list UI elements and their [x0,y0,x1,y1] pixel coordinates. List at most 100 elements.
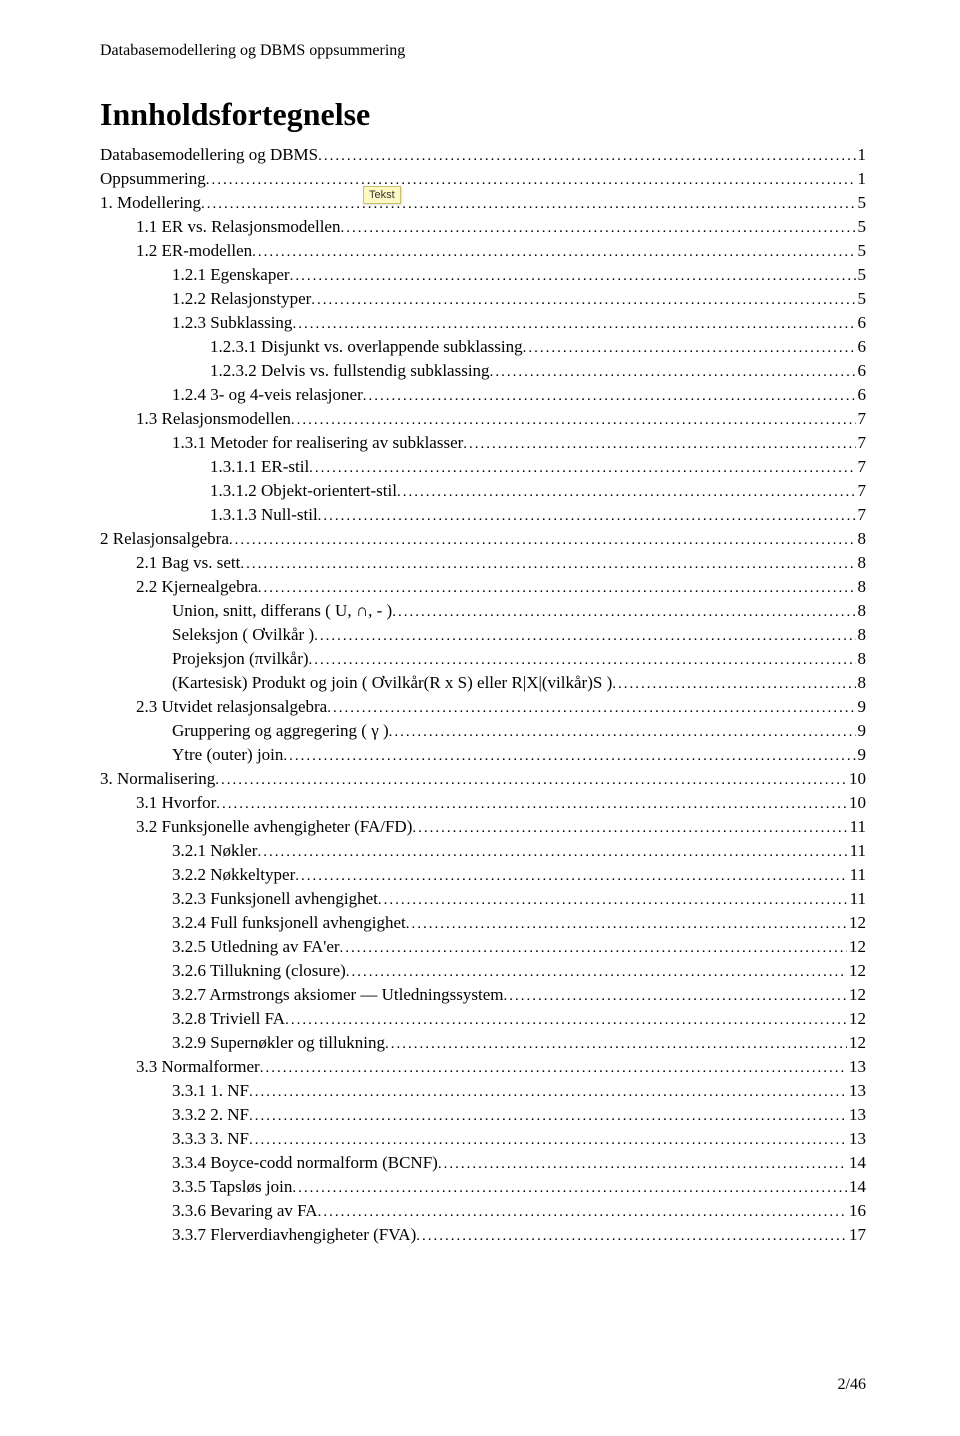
toc-leader-dots [385,1034,847,1055]
toc-entry-page: 7 [856,503,867,527]
toc-leader-dots [249,1130,847,1151]
toc-entry-page: 17 [847,1223,866,1247]
toc-leader-dots [252,242,855,263]
toc-entry-label: Oppsummering [100,167,206,191]
toc-entry[interactable]: 3.3.4 Boyce-codd normalform (BCNF) 14 [100,1151,866,1175]
toc-entry-label: 1. Modellering [100,191,201,215]
toc-entry[interactable]: 3. Normalisering10 [100,767,866,791]
toc-entry[interactable]: 3.2.4 Full funksjonell avhengighet12 [100,911,866,935]
toc-entry[interactable]: Projeksjon (πvilkår)8 [100,647,866,671]
toc-entry[interactable]: 2.3 Utvidet relasjonsalgebra9 [100,695,866,719]
toc-entry[interactable]: Union, snitt, differans ( U, ∩, - )8 [100,599,866,623]
toc-entry[interactable]: 1.2.3.1 Disjunkt vs. overlappende subkla… [100,335,866,359]
toc-leader-dots [260,1058,847,1079]
toc-leader-dots [291,410,856,431]
toc-entry[interactable]: 3.3.6 Bevaring av FA16 [100,1199,866,1223]
toc-entry-page: 7 [856,479,867,503]
toc-entry-page: 8 [856,623,867,647]
toc-entry-label: 1.2.2 Relasjonstyper [172,287,311,311]
toc-leader-dots [612,674,855,695]
toc-entry[interactable]: 3.2.1 Nøkler11 [100,839,866,863]
toc-entry[interactable]: 1.2.3 Subklassing6 [100,311,866,335]
toc-entry-label: 3.2.1 Nøkler [172,839,257,863]
toc-entry[interactable]: 1.2.3.2 Delvis vs. fullstendig subklassi… [100,359,866,383]
toc-entry-label: 3.3.7 Flerverdiavhengigheter (FVA) [172,1223,416,1247]
toc-entry-page: 5 [856,239,867,263]
toc-entry[interactable]: 1.3 Relasjonsmodellen7 [100,407,866,431]
toc-entry[interactable]: (Kartesisk) Produkt og join ( Ơvilkår(R … [100,671,866,695]
toc-entry-page: 1 [856,167,867,191]
toc-entry[interactable]: 3.2.7 Armstrongs aksiomer — Utledningssy… [100,983,866,1007]
toc-entry[interactable]: 1.3.1.3 Null-stil7 [100,503,866,527]
toc-entry-page: 14 [847,1151,866,1175]
toc-entry-label: 1.3.1.2 Objekt-orientert-stil [210,479,397,503]
toc-entry[interactable]: 1.2.1 Egenskaper5 [100,263,866,287]
toc-leader-dots [201,194,855,215]
toc-entry[interactable]: 2 Relasjonsalgebra8 [100,527,866,551]
toc-entry[interactable]: 1.3.1 Metoder for realisering av subklas… [100,431,866,455]
toc-leader-dots [292,1178,847,1199]
toc-entry-label: Seleksjon ( Ơvilkår ) [172,623,314,647]
toc-entry-label: 3.3.1 1. NF [172,1079,249,1103]
toc-entry[interactable]: 1.3.1.1 ER-stil7 [100,455,866,479]
toc-entry[interactable]: 1.2.2 Relasjonstyper5 [100,287,866,311]
toc-entry-label: 1.2.3.2 Delvis vs. fullstendig subklassi… [210,359,490,383]
toc-entry[interactable]: Oppsummering 1 [100,167,866,191]
toc-entry-label: 3.3.4 Boyce-codd normalform (BCNF) [172,1151,438,1175]
document-header: Databasemodellering og DBMS oppsummering [100,42,866,60]
toc-entry[interactable]: 3.1 Hvorfor10 [100,791,866,815]
toc-entry-label: 1.2.3 Subklassing [172,311,292,335]
toc-entry-page: 8 [856,575,867,599]
toc-entry[interactable]: Gruppering og aggregering ( γ )9 [100,719,866,743]
toc-leader-dots [397,482,856,503]
toc-entry[interactable]: 1.2.4 3- og 4-veis relasjoner6 [100,383,866,407]
toc-entry-label: 2.3 Utvidet relasjonsalgebra [136,695,327,719]
toc-entry[interactable]: 3.2.5 Utledning av FA'er12 [100,935,866,959]
toc-entry-page: 12 [847,959,866,983]
toc-entry-page: 5 [856,263,867,287]
toc-entry-label: 3.2.7 Armstrongs aksiomer — Utledningssy… [172,983,503,1007]
toc-entry[interactable]: Ytre (outer) join9 [100,743,866,767]
toc-entry-label: 1.3 Relasjonsmodellen [136,407,291,431]
toc-entry[interactable]: 1. Modellering5 [100,191,866,215]
toc-leader-dots [229,530,856,551]
page-footer: 2/46 [838,1376,866,1394]
toc-entry-page: 12 [847,1031,866,1055]
toc-entry[interactable]: 3.3.5 Tapsløs join14 [100,1175,866,1199]
toc-entry[interactable]: 3.3.2 2. NF13 [100,1103,866,1127]
toc-entry[interactable]: 3.3.3 3. NF13 [100,1127,866,1151]
toc-entry[interactable]: 3.2.8 Triviell FA12 [100,1007,866,1031]
toc-entry-page: 8 [856,527,867,551]
toc-leader-dots [523,338,856,359]
toc-entry-page: 11 [848,863,866,887]
toc-leader-dots [363,386,856,407]
toc-entry[interactable]: 3.3.1 1. NF13 [100,1079,866,1103]
toc-entry-page: 6 [856,359,867,383]
toc-entry[interactable]: 1.3.1.2 Objekt-orientert-stil 7 [100,479,866,503]
toc-leader-dots [392,602,855,623]
toc-leader-dots [314,626,855,647]
toc-entry-label: 3.1 Hvorfor [136,791,216,815]
toc-entry[interactable]: 1.2 ER-modellen5 [100,239,866,263]
toc-entry-label: Projeksjon (πvilkår) [172,647,309,671]
sticky-note[interactable]: Tekst [363,186,401,204]
toc-entry-page: 13 [847,1055,866,1079]
toc-entry[interactable]: 3.2 Funksjonelle avhengigheter (FA/FD)11 [100,815,866,839]
toc-entry[interactable]: 3.3.7 Flerverdiavhengigheter (FVA) 17 [100,1223,866,1247]
toc-entry[interactable]: 3.2.3 Funksjonell avhengighet11 [100,887,866,911]
toc-entry-label: 3.3 Normalformer [136,1055,260,1079]
toc-entry-page: 8 [856,671,867,695]
toc-entry[interactable]: 3.2.9 Supernøkler og tillukning12 [100,1031,866,1055]
toc-entry[interactable]: 3.3 Normalformer 13 [100,1055,866,1079]
toc-entry-label: 1.3.1 Metoder for realisering av subklas… [172,431,463,455]
toc-entry-page: 13 [847,1127,866,1151]
toc-entry[interactable]: 1.1 ER vs. Relasjonsmodellen5 [100,215,866,239]
toc-entry[interactable]: 3.2.2 Nøkkeltyper11 [100,863,866,887]
toc-entry[interactable]: 2.1 Bag vs. sett8 [100,551,866,575]
toc-entry[interactable]: Databasemodellering og DBMS1 [100,143,866,167]
toc-entry[interactable]: Seleksjon ( Ơvilkår ) 8 [100,623,866,647]
toc-leader-dots [309,650,856,671]
toc-entry[interactable]: 2.2 Kjernealgebra8 [100,575,866,599]
toc-entry-page: 5 [856,215,867,239]
toc-entry[interactable]: 3.2.6 Tillukning (closure)12 [100,959,866,983]
